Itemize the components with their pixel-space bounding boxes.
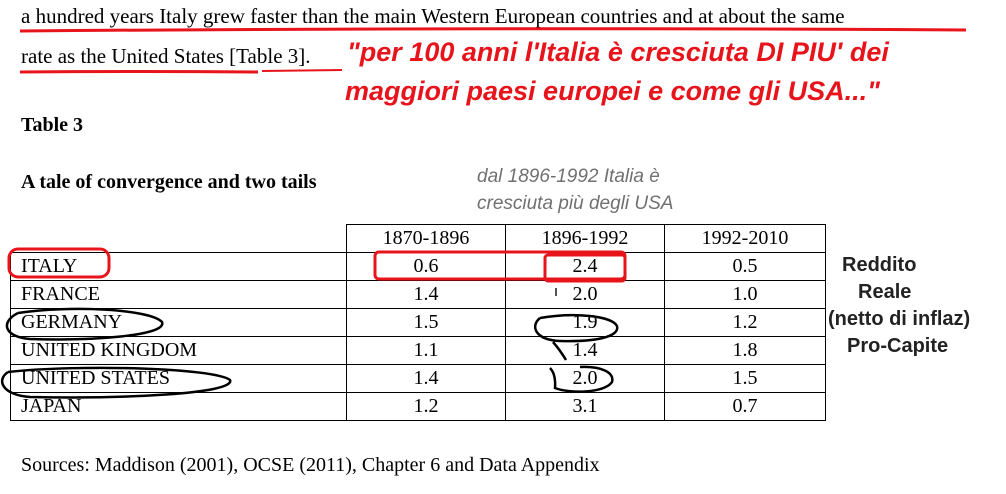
annotation-quote-line-2: maggiori paesi europei e come gli USA...… <box>345 76 880 106</box>
sources-note: Sources: Maddison (2001), OCSE (2011), C… <box>21 454 600 476</box>
annotation-quote-line-1: "per 100 anni l'Italia è cresciuta DI PI… <box>347 37 889 67</box>
annotation-note-line-2: cresciuta più degli USA <box>477 193 674 214</box>
table-cell: 1.4 <box>346 364 506 393</box>
column-header-1870-1896: 1870-1896 <box>346 224 506 253</box>
side-note-line-4: Pro-Capite <box>847 335 949 357</box>
table-cell: 1.5 <box>346 308 506 337</box>
table-cell: 1.4 <box>346 280 506 309</box>
table-row-japan: JAPAN 1.2 3.1 0.7 <box>10 392 826 421</box>
side-note-line-3: (netto di inflaz) <box>828 308 971 330</box>
header-empty-cell <box>10 224 347 253</box>
table-cell: 1.2 <box>346 392 506 421</box>
table-cell: 2.0 <box>505 280 665 309</box>
side-note-line-1: Reddito <box>842 254 917 276</box>
table-header-row: 1870-1896 1896-1992 1992-2010 <box>10 224 826 253</box>
side-note-line-2: Reale <box>858 281 912 303</box>
table-cell: 1.5 <box>664 364 826 393</box>
table-cell: 1.4 <box>505 336 665 365</box>
table-cell: 2.0 <box>505 364 665 393</box>
row-label: UNITED STATES <box>10 364 347 393</box>
table-cell: 0.5 <box>664 252 826 281</box>
column-header-1896-1992: 1896-1992 <box>505 224 665 253</box>
table-cell: 2.4 <box>505 252 665 281</box>
row-label: GERMANY <box>10 308 347 337</box>
table-cell: 1.2 <box>664 308 826 337</box>
table-title: A tale of convergence and two tails <box>21 171 317 193</box>
red-underline-line-2 <box>19 70 259 74</box>
column-header-1992-2010: 1992-2010 <box>664 224 826 253</box>
table-cell: 1.1 <box>346 336 506 365</box>
table-cell: 1.8 <box>664 336 826 365</box>
table-cell: 1.9 <box>505 308 665 337</box>
table-row-united-kingdom: UNITED KINGDOM 1.1 1.4 1.8 <box>10 336 826 365</box>
row-label: JAPAN <box>10 392 347 421</box>
table-row-germany: GERMANY 1.5 1.9 1.2 <box>10 308 826 337</box>
row-label: UNITED KINGDOM <box>10 336 347 365</box>
table-row-france: FRANCE 1.4 2.0 1.0 <box>10 280 826 309</box>
table-cell: 3.1 <box>505 392 665 421</box>
paragraph-line-2: rate as the United States [Table 3]. <box>21 44 311 68</box>
annotation-note-line-1: dal 1896-1992 Italia è <box>477 166 660 187</box>
table-row-united-states: UNITED STATES 1.4 2.0 1.5 <box>10 364 826 393</box>
row-label: ITALY <box>10 252 347 281</box>
table-label: Table 3 <box>21 114 84 136</box>
table-row-italy: ITALY 0.6 2.4 0.5 <box>10 252 826 281</box>
growth-table: 1870-1896 1896-1992 1992-2010 ITALY 0.6 … <box>10 224 826 421</box>
row-label: FRANCE <box>10 280 347 309</box>
red-underline-line-2b <box>261 69 343 72</box>
table-cell: 0.7 <box>664 392 826 421</box>
paragraph-line-1: a hundred years Italy grew faster than t… <box>21 4 845 28</box>
table-cell: 1.0 <box>664 280 826 309</box>
table-cell: 0.6 <box>346 252 506 281</box>
red-underline-line-1 <box>19 27 967 33</box>
